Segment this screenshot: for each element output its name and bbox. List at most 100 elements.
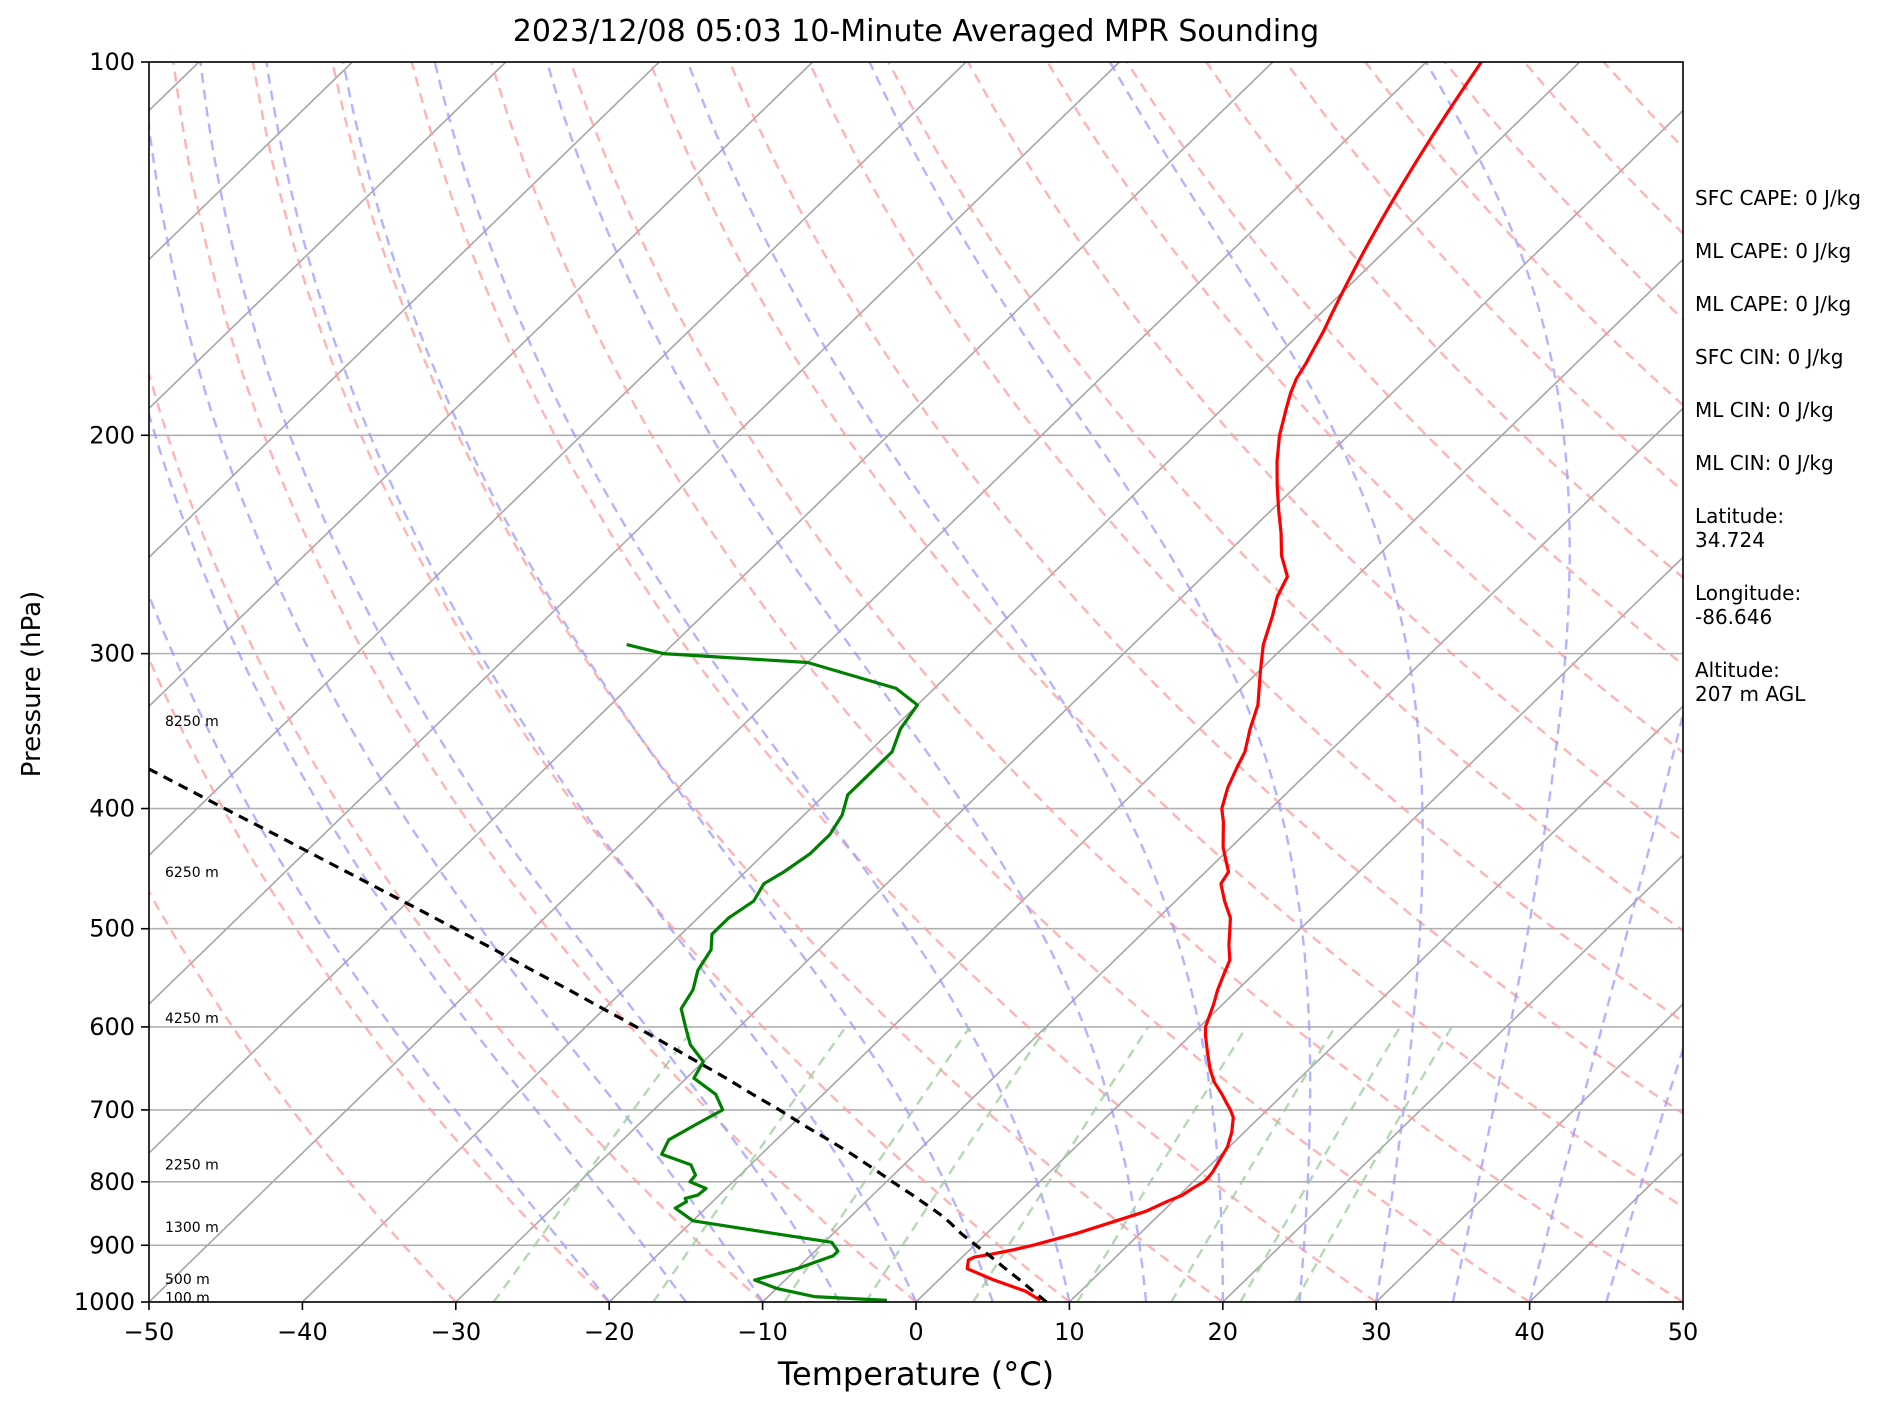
stat-ml-cin-2: ML CIN: 0 J/kg xyxy=(1695,451,1834,475)
isotherm-line xyxy=(149,62,1274,1155)
longitude-label: Longitude: xyxy=(1695,581,1802,605)
dry-adiabat xyxy=(728,62,1683,1115)
isotherm-grid xyxy=(149,62,1683,1302)
parcel-trace xyxy=(149,767,1048,1302)
y-tick-label: 400 xyxy=(89,795,135,823)
isotherm-line xyxy=(762,407,1683,1302)
y-tick-label: 100 xyxy=(89,48,135,76)
y-tick-label: 200 xyxy=(89,421,135,449)
moist-adiabat xyxy=(149,592,611,1302)
height-label: 100 m xyxy=(165,1291,210,1307)
isotherm-line xyxy=(1375,1003,1683,1302)
mixing-ratio-line xyxy=(783,1026,971,1302)
height-label: 1300 m xyxy=(165,1220,219,1236)
isotherm-line xyxy=(1068,705,1683,1302)
stat-altitude: Altitude: 207 m AGL xyxy=(1695,658,1890,706)
mixing-ratio-line xyxy=(972,1026,1150,1302)
isotherm-line xyxy=(455,109,1683,1302)
mixing-ratio-line xyxy=(1076,1026,1248,1302)
x-tick-label: −20 xyxy=(584,1318,635,1346)
moist-adiabat xyxy=(199,62,841,1302)
dry-adiabat xyxy=(331,62,1224,1302)
altitude-label: Altitude: xyxy=(1695,658,1780,682)
dry-adiabat xyxy=(149,889,457,1302)
height-label: 8250 m xyxy=(165,714,219,730)
dry-adiabat xyxy=(149,369,764,1302)
y-axis: 100 200 300 400 500 600 700 800 900 1000 xyxy=(74,48,149,1316)
stat-sfc-cape: SFC CAPE: 0 J/kg xyxy=(1695,186,1861,210)
moist-adiabat xyxy=(1528,709,1683,1302)
dry-adiabat xyxy=(1046,62,1683,754)
x-tick-label: −40 xyxy=(277,1318,328,1346)
x-tick-label: −10 xyxy=(737,1318,788,1346)
height-label: 6250 m xyxy=(165,865,219,881)
y-tick-label: 700 xyxy=(89,1096,135,1124)
isotherm-line xyxy=(149,62,353,261)
isotherm-line xyxy=(149,62,967,857)
y-axis-label: Pressure (hPa) xyxy=(17,590,47,778)
moist-adiabat xyxy=(1424,62,1571,1302)
stat-ml-cape: ML CAPE: 0 J/kg xyxy=(1695,239,1852,263)
moist-adiabat xyxy=(149,116,764,1302)
moist-adiabat xyxy=(433,62,1071,1302)
moist-adiabat xyxy=(342,62,994,1302)
x-tick-label: −50 xyxy=(124,1318,175,1346)
height-label: 2250 m xyxy=(165,1158,219,1174)
dry-adiabat xyxy=(887,62,1683,933)
chart-title: 2023/12/08 05:03 10-Minute Averaged MPR … xyxy=(512,14,1320,49)
latitude-value: 34.724 xyxy=(1695,528,1765,552)
longitude-value: -86.646 xyxy=(1695,605,1773,629)
dry-adiabat xyxy=(569,62,1683,1302)
y-tick-label: 1000 xyxy=(74,1288,135,1316)
x-tick-label: 30 xyxy=(1361,1318,1392,1346)
moist-adiabat xyxy=(686,62,1224,1302)
dry-adiabat xyxy=(410,62,1377,1302)
x-tick-label: −30 xyxy=(430,1318,481,1346)
dry-adiabat xyxy=(648,62,1683,1209)
mixing-ratio-line xyxy=(1294,1026,1453,1302)
isotherm-line xyxy=(149,62,1427,1302)
x-tick-label: 10 xyxy=(1054,1318,1085,1346)
mixing-ratio-line xyxy=(1170,1026,1337,1302)
mixing-ratio-line xyxy=(1239,1026,1402,1302)
stat-ml-cape-2: ML CAPE: 0 J/kg xyxy=(1695,292,1852,316)
mixing-ratio-line xyxy=(492,1026,696,1302)
x-tick-label: 50 xyxy=(1668,1318,1699,1346)
stat-longitude: Longitude: -86.646 xyxy=(1695,581,1890,629)
stat-latitude: Latitude: 34.724 xyxy=(1695,504,1890,552)
isotherm-line xyxy=(915,556,1683,1302)
x-axis: −50 −40 −30 −20 −10 0 10 20 30 40 50 xyxy=(124,1302,1699,1346)
dry-adiabat xyxy=(490,62,1531,1302)
y-tick-label: 500 xyxy=(89,915,135,943)
isotherm-line xyxy=(608,258,1683,1302)
mixing-ratio-lines xyxy=(492,1026,1453,1302)
latitude-label: Latitude: xyxy=(1695,504,1785,528)
isotherm-line xyxy=(149,62,814,708)
y-tick-label: 800 xyxy=(89,1168,135,1196)
moist-adiabat xyxy=(1605,1045,1683,1302)
x-tick-label: 20 xyxy=(1208,1318,1239,1346)
altitude-value: 207 m AGL xyxy=(1695,682,1806,706)
moist-adiabat xyxy=(545,62,1148,1302)
dry-adiabat xyxy=(172,62,917,1302)
sounding-stats: SFC CAPE: 0 J/kg ML CAPE: 0 J/kg ML CAPE… xyxy=(1695,186,1890,735)
moist-adiabat xyxy=(868,62,1312,1302)
mixing-ratio-line xyxy=(864,1026,1048,1302)
x-tick-label: 40 xyxy=(1514,1318,1545,1346)
y-tick-label: 900 xyxy=(89,1231,135,1259)
stat-sfc-cin: SFC CIN: 0 J/kg xyxy=(1695,345,1844,369)
moist-adiabat xyxy=(265,62,918,1302)
dry-adiabats xyxy=(149,62,1683,1302)
dewpoint-trace xyxy=(626,643,919,1302)
dry-adiabat xyxy=(149,655,611,1302)
moist-adiabat xyxy=(1108,62,1424,1302)
stat-ml-cin: ML CIN: 0 J/kg xyxy=(1695,398,1834,422)
isotherm-line xyxy=(149,62,507,410)
height-label: 500 m xyxy=(165,1272,210,1288)
isotherm-line xyxy=(149,62,1120,1006)
x-axis-label: Temperature (°C) xyxy=(777,1355,1055,1393)
dry-adiabat xyxy=(1205,62,1683,580)
y-tick-label: 300 xyxy=(89,640,135,668)
isotherm-line xyxy=(149,62,660,559)
